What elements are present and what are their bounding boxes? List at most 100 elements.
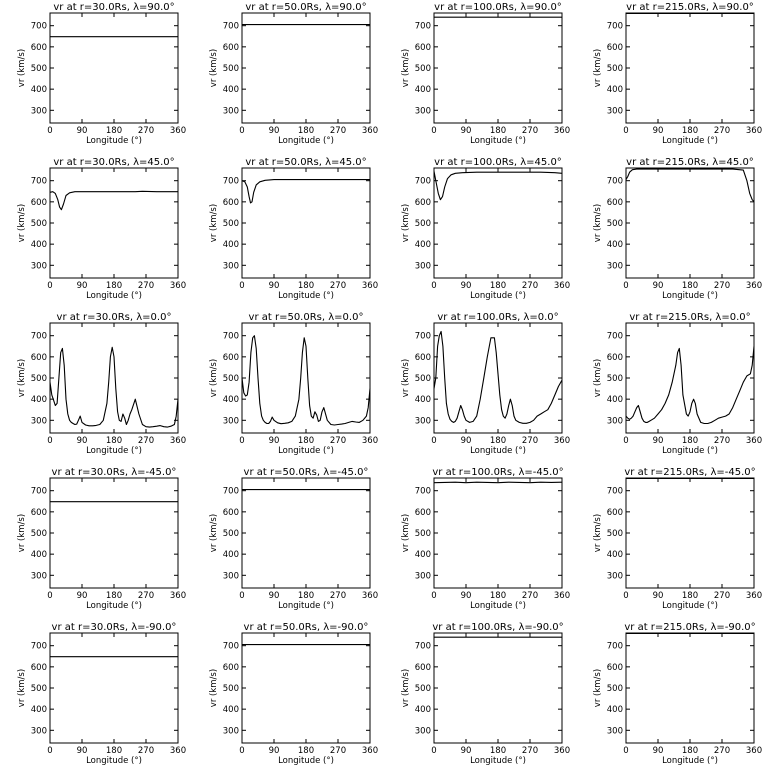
y-tick-label: 700: [31, 22, 47, 32]
y-tick-label: 700: [415, 332, 431, 342]
plot-frame: [241, 632, 371, 744]
y-tick-label: 300: [223, 106, 239, 116]
panel-title: vr at r=30.0Rs, λ=45.0°: [53, 157, 174, 168]
x-tick-label: 90: [77, 436, 88, 446]
y-tick-label: 300: [31, 571, 47, 581]
y-tick-label: 300: [31, 106, 47, 116]
x-tick-label: 90: [653, 281, 664, 291]
panel-2-0: vr at r=30.0Rs, λ=0.0° 0 90 180 270 360 300 400…: [17, 312, 186, 456]
x-tick-label: 0: [47, 436, 52, 446]
x-tick-label: 180: [682, 746, 698, 756]
x-tick-label: 90: [77, 126, 88, 136]
y-tick-label: 600: [607, 198, 623, 208]
y-tick-label: 400: [607, 550, 623, 560]
x-tick-label: 180: [106, 126, 122, 136]
y-tick-label: 700: [607, 642, 623, 652]
x-tick-label: 90: [269, 436, 280, 446]
x-tick-label: 360: [170, 436, 186, 446]
y-tick-label: 400: [415, 240, 431, 250]
y-tick-label: 500: [223, 529, 239, 539]
x-axis-label: Longitude (°): [470, 446, 526, 456]
y-tick-label: 600: [607, 663, 623, 673]
x-axis-label: Longitude (°): [662, 601, 718, 611]
series-line: [433, 481, 563, 484]
y-tick-label: 600: [415, 43, 431, 53]
y-tick-label: 500: [415, 684, 431, 694]
x-tick-label: 360: [362, 281, 378, 291]
x-tick-label: 0: [623, 591, 628, 601]
y-tick-label: 600: [31, 43, 47, 53]
y-axis-label: vr (km/s): [593, 204, 603, 242]
panel-title: vr at r=50.0Rs, λ=0.0°: [249, 312, 364, 323]
x-tick-label: 0: [431, 281, 436, 291]
y-tick-label: 500: [223, 374, 239, 384]
x-tick-label: 180: [298, 591, 314, 601]
panel-title: vr at r=215.0Rs, λ=0.0°: [629, 312, 750, 323]
y-axis-label: vr (km/s): [17, 514, 27, 552]
y-tick-label: 700: [223, 332, 239, 342]
y-tick-label: 500: [223, 219, 239, 229]
y-tick-label: 700: [31, 487, 47, 497]
y-tick-label: 700: [223, 487, 239, 497]
y-tick-label: 400: [607, 85, 623, 95]
x-axis-label: Longitude (°): [470, 756, 526, 766]
x-axis-label: Longitude (°): [86, 601, 142, 611]
series-line: [433, 171, 563, 201]
x-tick-label: 270: [714, 281, 730, 291]
x-tick-label: 180: [490, 281, 506, 291]
x-tick-label: 90: [461, 436, 472, 446]
x-tick-label: 180: [106, 281, 122, 291]
y-tick-label: 300: [607, 261, 623, 271]
x-tick-label: 90: [269, 591, 280, 601]
panel-2-1: vr at r=50.0Rs, λ=0.0° 0 90 180 270 360 300 400…: [209, 312, 378, 456]
x-tick-label: 270: [522, 591, 538, 601]
y-tick-label: 400: [223, 395, 239, 405]
series-line: [49, 190, 178, 211]
x-axis-label: Longitude (°): [86, 756, 142, 766]
x-tick-label: 270: [714, 126, 730, 136]
y-tick-label: 300: [223, 261, 239, 271]
x-tick-label: 270: [330, 126, 346, 136]
x-tick-label: 0: [239, 746, 244, 756]
panel-4-0: vr at r=30.0Rs, λ=-90.0° 0 90 180 270 360 300 4…: [17, 622, 186, 766]
x-axis-label: Longitude (°): [86, 291, 142, 301]
panel-3-0: vr at r=30.0Rs, λ=-45.0° 0 90 180 270 360 300 4…: [17, 467, 186, 611]
y-tick-label: 300: [415, 416, 431, 426]
panel-0-1: vr at r=50.0Rs, λ=90.0° 0 90 180 270 360 300 40…: [209, 2, 378, 146]
y-tick-label: 600: [415, 198, 431, 208]
y-tick-label: 600: [415, 353, 431, 363]
y-tick-label: 300: [415, 571, 431, 581]
panel-title: vr at r=30.0Rs, λ=-90.0°: [52, 622, 177, 633]
plot-frame: [625, 322, 755, 434]
y-tick-label: 300: [223, 416, 239, 426]
x-tick-label: 360: [746, 591, 762, 601]
panel-title: vr at r=30.0Rs, λ=-45.0°: [52, 467, 177, 478]
plot-frame: [433, 632, 563, 744]
y-axis-label: vr (km/s): [593, 669, 603, 707]
x-tick-label: 360: [746, 281, 762, 291]
y-tick-label: 500: [31, 374, 47, 384]
x-axis-label: Longitude (°): [470, 136, 526, 146]
y-tick-label: 400: [415, 550, 431, 560]
x-tick-label: 360: [362, 746, 378, 756]
y-axis-label: vr (km/s): [593, 514, 603, 552]
y-tick-label: 700: [223, 177, 239, 187]
x-tick-label: 180: [682, 436, 698, 446]
series-line: [433, 330, 563, 424]
x-tick-label: 180: [682, 281, 698, 291]
panel-title: vr at r=30.0Rs, λ=0.0°: [57, 312, 172, 323]
panel-2-2: vr at r=100.0Rs, λ=0.0° 0 90 180 270 360 300 40…: [401, 312, 570, 456]
x-tick-label: 90: [653, 436, 664, 446]
x-tick-label: 180: [490, 126, 506, 136]
x-tick-label: 360: [554, 746, 570, 756]
panel-0-3: vr at r=215.0Rs, λ=90.0° 0 90 180 270 360 300 4…: [593, 2, 762, 146]
y-tick-label: 400: [223, 85, 239, 95]
x-tick-label: 0: [239, 281, 244, 291]
x-tick-label: 360: [746, 436, 762, 446]
x-tick-label: 0: [623, 436, 628, 446]
y-tick-label: 600: [607, 43, 623, 53]
x-tick-label: 0: [623, 281, 628, 291]
y-tick-label: 600: [31, 198, 47, 208]
plot-frame: [625, 632, 755, 744]
x-tick-label: 180: [682, 591, 698, 601]
